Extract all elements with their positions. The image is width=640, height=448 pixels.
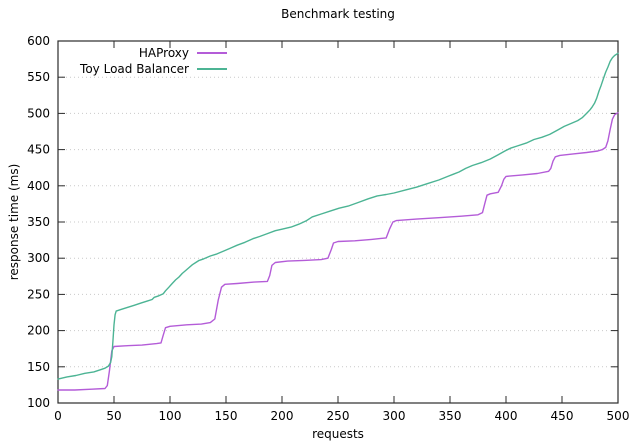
y-tick-label: 250	[27, 287, 50, 301]
x-tick-label: 500	[607, 409, 630, 423]
x-tick-label: 350	[439, 409, 462, 423]
x-tick-label: 100	[159, 409, 182, 423]
legend-label-haproxy: HAProxy	[138, 46, 189, 60]
x-tick-label: 250	[327, 409, 350, 423]
y-tick-label: 450	[27, 143, 50, 157]
x-tick-label: 150	[215, 409, 238, 423]
x-axis-label: requests	[312, 427, 364, 441]
y-tick-label: 600	[27, 34, 50, 48]
y-tick-label: 400	[27, 179, 50, 193]
legend-item-toy-load-balancer: Toy Load Balancer	[0, 61, 227, 77]
x-tick-label: 300	[383, 409, 406, 423]
toy-load-balancer-line-sample	[197, 68, 227, 70]
legend: HAProxy Toy Load Balancer	[0, 45, 227, 77]
y-tick-label: 150	[27, 360, 50, 374]
toy-load-balancer-series-line	[57, 52, 619, 380]
x-tick-label: 400	[495, 409, 518, 423]
x-tick-label: 450	[551, 409, 574, 423]
haproxy-line-sample	[197, 52, 227, 54]
y-tick-label: 350	[27, 215, 50, 229]
chart-title: Benchmark testing	[281, 7, 395, 21]
x-tick-label: 50	[106, 409, 121, 423]
y-tick-label: 200	[27, 324, 50, 338]
y-tick-label: 300	[27, 251, 50, 265]
y-tick-label: 500	[27, 106, 50, 120]
y-tick-label: 550	[27, 70, 50, 84]
x-tick-label: 0	[54, 409, 62, 423]
legend-label-toy-load-balancer: Toy Load Balancer	[80, 62, 189, 76]
legend-item-haproxy: HAProxy	[0, 45, 227, 61]
x-tick-label: 200	[271, 409, 294, 423]
y-tick-label: 100	[27, 396, 50, 410]
haproxy-series-line	[57, 111, 619, 391]
